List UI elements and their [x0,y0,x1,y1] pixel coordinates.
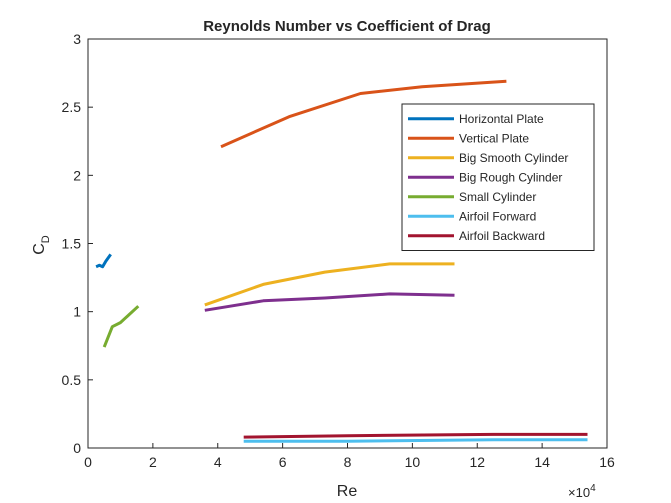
series-line-6 [243,432,588,439]
x-axis-multiplier-base: 10 [576,485,590,500]
y-axis: 0 0.5 1 1.5 2 2.5 3 [62,31,93,456]
x-tick-label: 6 [279,454,287,470]
x-tick-label: 16 [599,454,615,470]
y-tick-label: 1 [73,304,81,320]
x-tick-label: 12 [469,454,485,470]
series-line-3 [204,292,455,312]
x-axis-multiplier-prefix: × [568,485,576,500]
x-tick-label: 2 [149,454,157,470]
legend-label: Airfoil Backward [459,229,545,243]
x-axis-multiplier-exponent: 4 [590,483,596,494]
y-tick-label: 2 [73,167,81,183]
y-tick-label: 0 [73,440,81,456]
x-tick-label: 10 [405,454,421,470]
y-axis-label-subscript: D [40,235,52,243]
y-tick-label: 0.5 [62,372,82,388]
legend-label: Vertical Plate [459,131,529,145]
x-tick-label: 8 [344,454,352,470]
legend-label: Small Cylinder [459,190,536,204]
x-tick-label: 0 [84,454,92,470]
legend-label: Airfoil Forward [459,209,536,223]
legend: Horizontal Plate Vertical Plate Big Smooth… [401,103,595,251]
y-tick-label: 2.5 [62,99,82,115]
plot-area [95,79,588,443]
legend-label: Big Smooth Cylinder [459,151,568,165]
x-tick-label: 14 [534,454,550,470]
x-axis: 0 2 4 6 8 10 12 14 16 [84,443,615,470]
y-tick-label: 3 [73,31,81,47]
legend-label: Horizontal Plate [459,112,544,126]
series-line-4 [102,305,140,348]
x-axis-label: Re [337,483,358,500]
y-axis-label-main: C [31,243,48,255]
y-tick-label: 1.5 [62,236,82,252]
series-line-2 [204,262,455,307]
x-tick-label: 4 [214,454,222,470]
x-axis-multiplier: ×104 [568,483,596,500]
series-line-0 [95,253,112,269]
series-line-5 [243,438,588,443]
series-line-1 [220,79,507,149]
legend-label: Big Rough Cylinder [459,170,562,184]
y-axis-label: CD [31,235,52,255]
chart-title: Reynolds Number vs Coefficient of Drag [203,18,491,35]
